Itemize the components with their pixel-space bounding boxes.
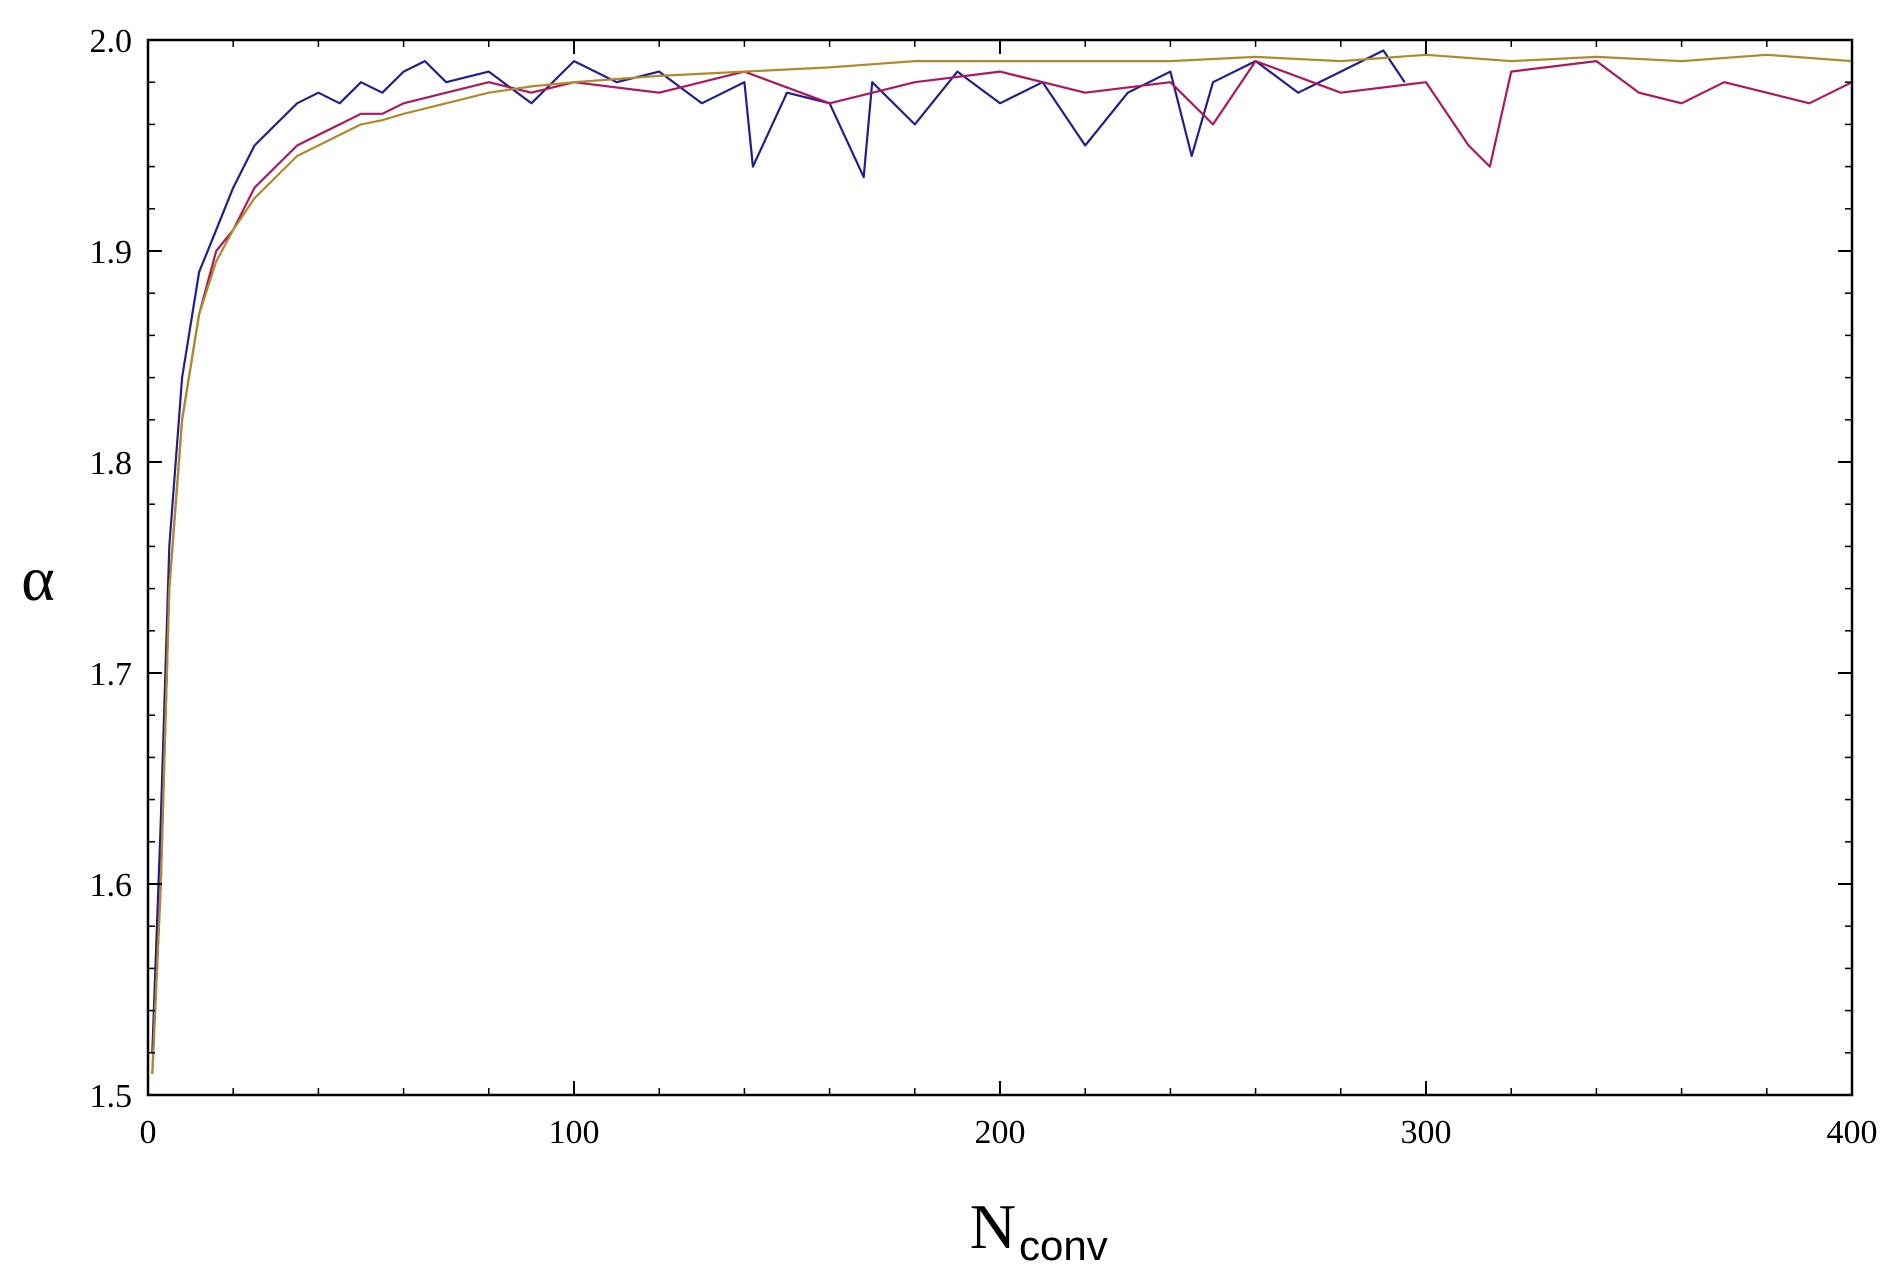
x-tick-label: 400: [1827, 1114, 1878, 1151]
y-axis-label: α: [21, 543, 55, 614]
x-axis-label-subscript: conv: [1019, 1222, 1108, 1267]
series-layer: [151, 49, 1853, 1074]
series-line-1: [151, 49, 1406, 1053]
series-line-2: [151, 60, 1853, 1074]
tick-layer: 0 100 200 300 400 1.5 1.6 1.7 1.8 1.9 2.0: [90, 23, 1878, 1151]
y-tick-label: 1.8: [90, 445, 133, 482]
y-tick-label: 1.9: [90, 234, 133, 271]
y-tick-label: 1.5: [90, 1078, 133, 1115]
y-tick-label: 2.0: [90, 23, 133, 60]
x-tick-label: 300: [1401, 1114, 1452, 1151]
x-tick-label: 100: [549, 1114, 600, 1151]
series-line-3: [151, 53, 1853, 1074]
y-tick-label: 1.6: [90, 867, 133, 904]
x-axis-label: N: [970, 1191, 1016, 1262]
y-tick-label: 1.7: [90, 656, 133, 693]
x-tick-label: 0: [140, 1114, 157, 1151]
x-tick-label: 200: [975, 1114, 1026, 1151]
